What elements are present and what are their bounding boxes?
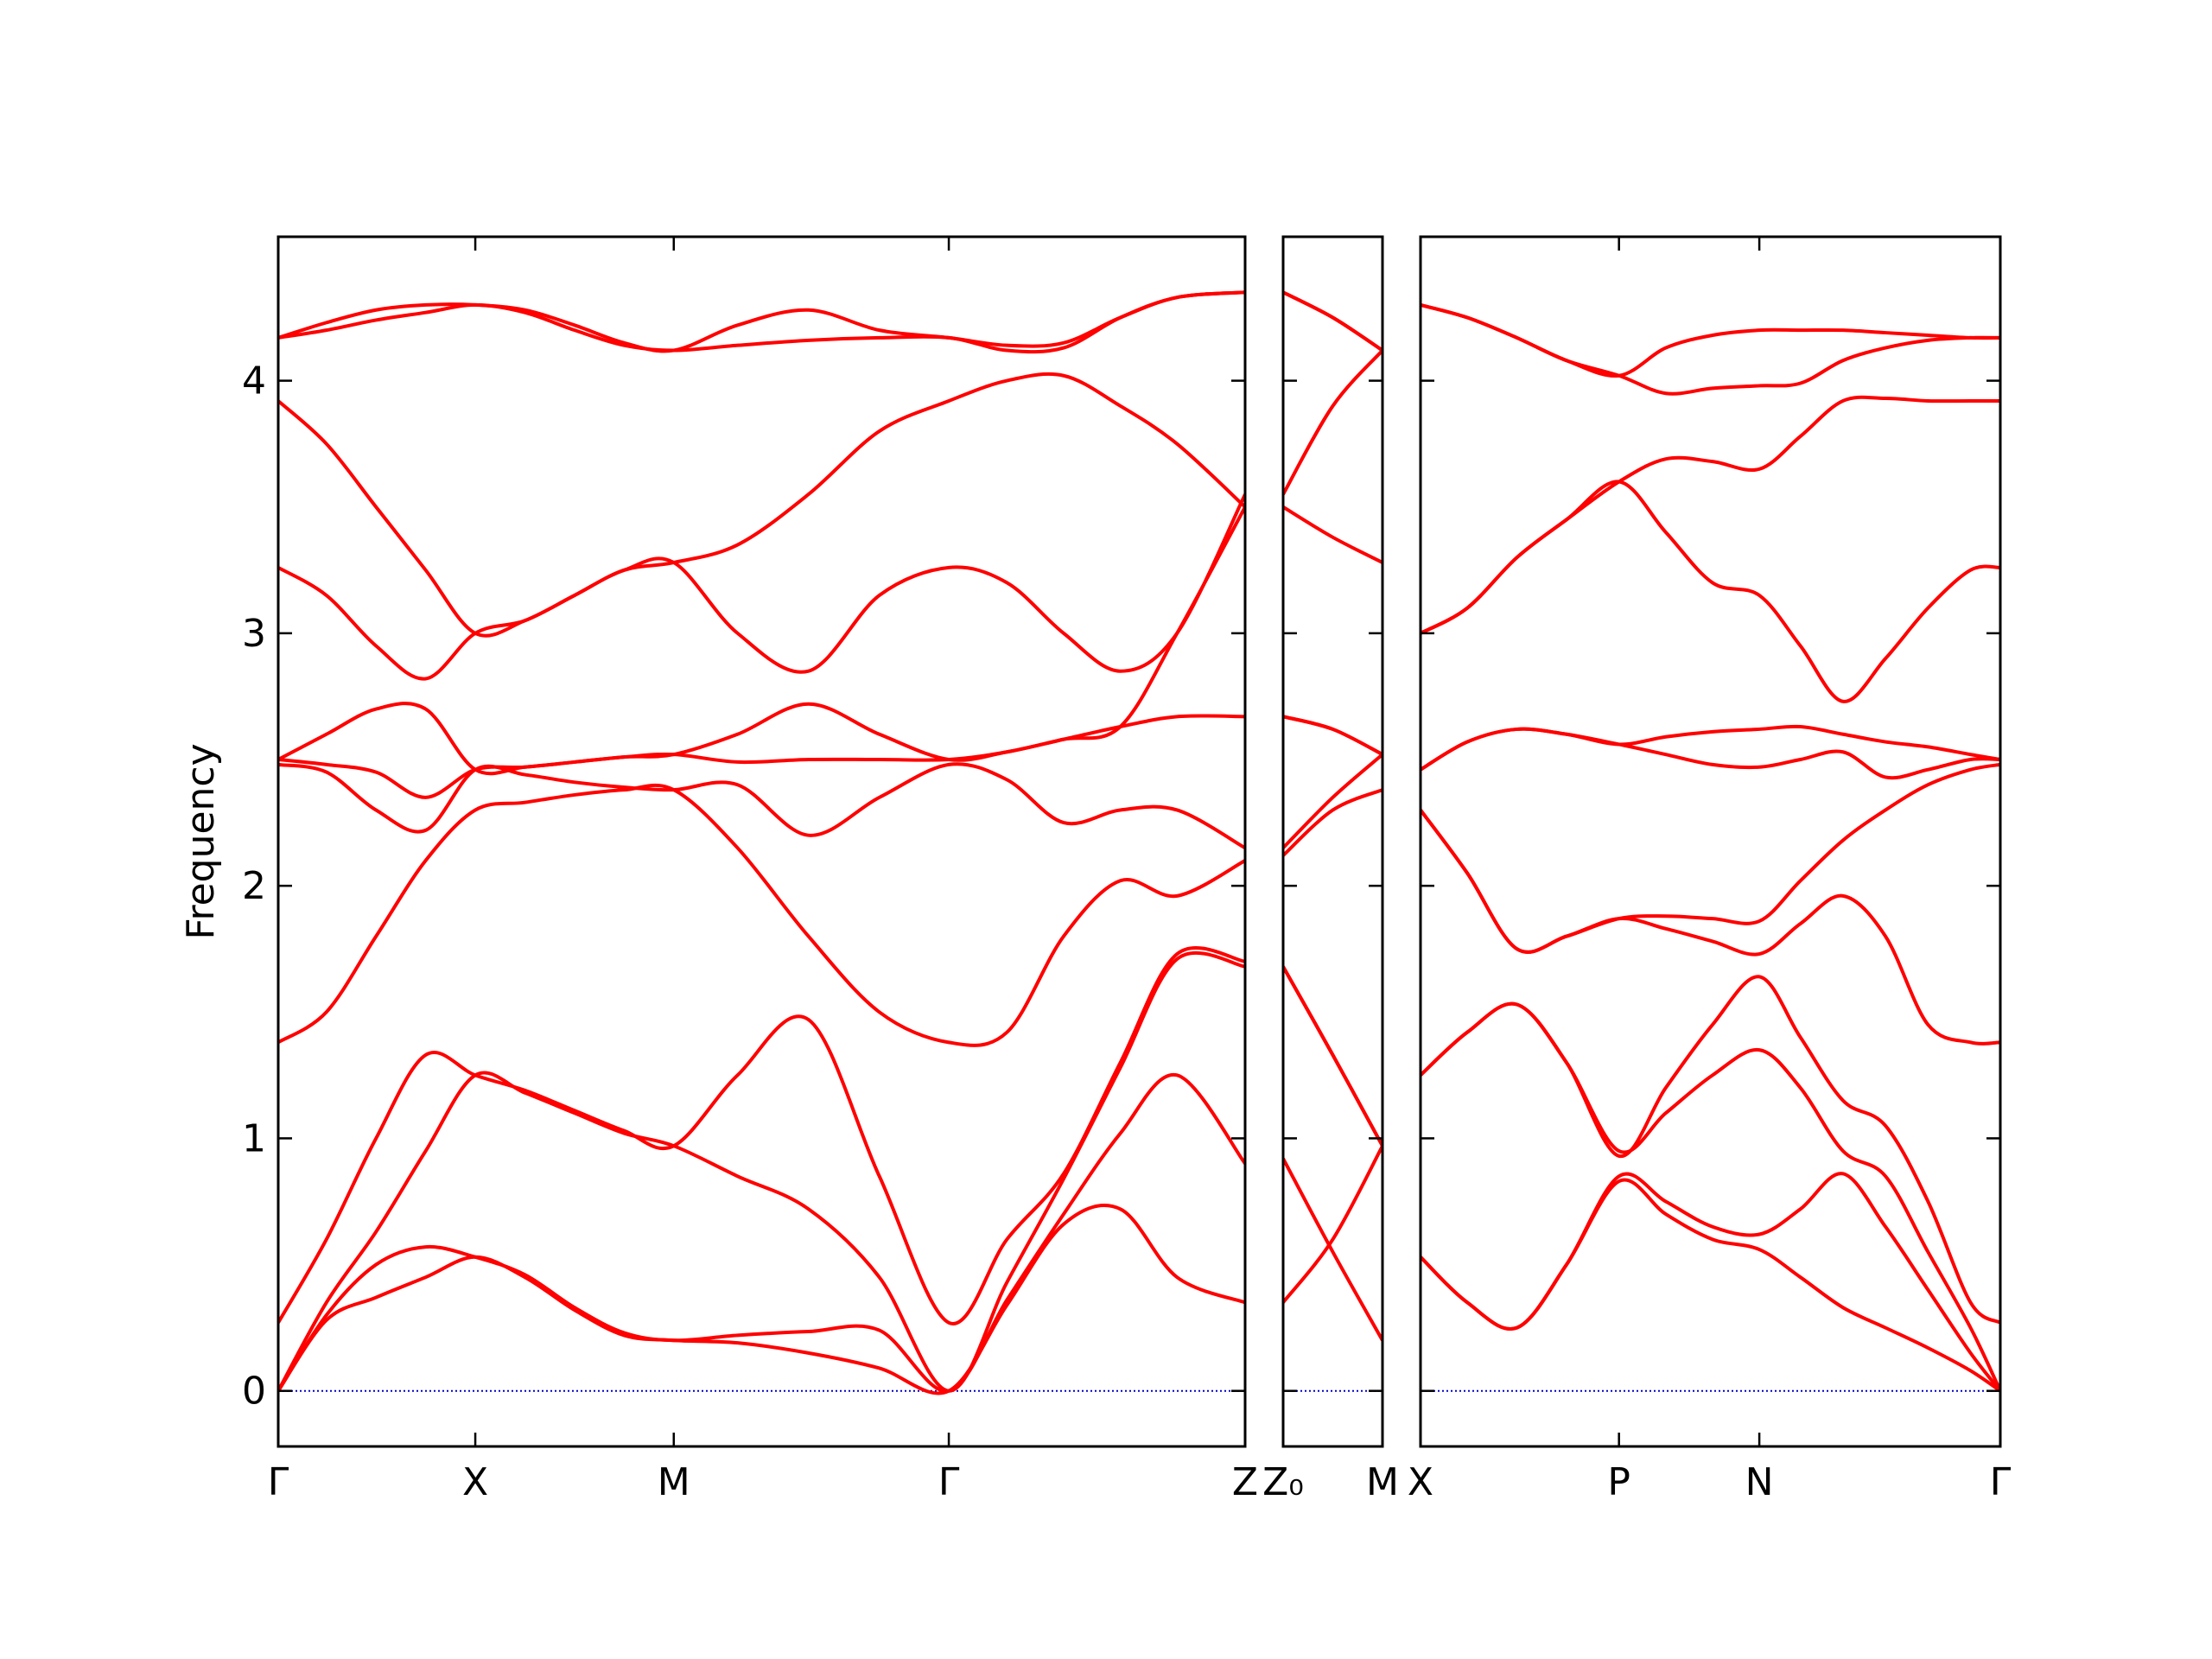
band-line (1283, 290, 1382, 353)
band-line (278, 1204, 1245, 1395)
x-tick-label: Γ (1990, 1460, 2012, 1504)
y-tick-label: 3 (242, 612, 266, 656)
band-line (1421, 1172, 2000, 1392)
band-line (1283, 788, 1382, 857)
band-line (1421, 302, 2000, 378)
panel-frame (1419, 235, 2002, 1448)
panel-frame (1281, 235, 1384, 1448)
x-tick-label: Z₀ (1262, 1460, 1304, 1504)
band-line (1283, 1157, 1382, 1342)
band-line (278, 505, 1245, 776)
band-line (1283, 1145, 1382, 1304)
y-tick-label: 0 (242, 1370, 266, 1414)
y-tick-label: 1 (242, 1116, 266, 1160)
x-tick-label: M (1366, 1460, 1399, 1504)
band-line (1283, 715, 1382, 756)
plot-area (1283, 290, 1382, 1392)
band-line (1421, 762, 2000, 954)
y-tick-label: 4 (242, 359, 266, 404)
x-tick-label: Z (1232, 1460, 1258, 1504)
plot-area (278, 290, 1245, 1395)
x-tick-label: X (462, 1460, 488, 1504)
band-line (278, 290, 1245, 354)
band-line (1421, 724, 2000, 772)
band-line (1283, 505, 1382, 564)
x-tick-label: Γ (268, 1460, 289, 1504)
x-tick-label: P (1607, 1460, 1630, 1504)
band-line (278, 372, 1245, 638)
x-tick-label: N (1745, 1460, 1774, 1504)
y-axis-label: Frequency (179, 743, 223, 939)
y-tick-label: 2 (242, 864, 266, 908)
band-line (278, 290, 1245, 353)
panel-frame (276, 235, 1247, 1448)
x-tick-label: Γ (938, 1460, 960, 1504)
band-line (1283, 753, 1382, 849)
band-line (278, 762, 1245, 850)
x-tick-label: X (1408, 1460, 1433, 1504)
band-line (1283, 349, 1382, 496)
band-line (1283, 965, 1382, 1147)
band-line (278, 783, 1245, 1047)
band-line (278, 946, 1245, 1325)
band-line (1421, 975, 2000, 1325)
plot-area (1421, 302, 2000, 1393)
x-tick-label: M (658, 1460, 690, 1504)
band-line (278, 493, 1245, 681)
band-line (278, 1072, 1245, 1393)
band-line (1421, 395, 2000, 635)
